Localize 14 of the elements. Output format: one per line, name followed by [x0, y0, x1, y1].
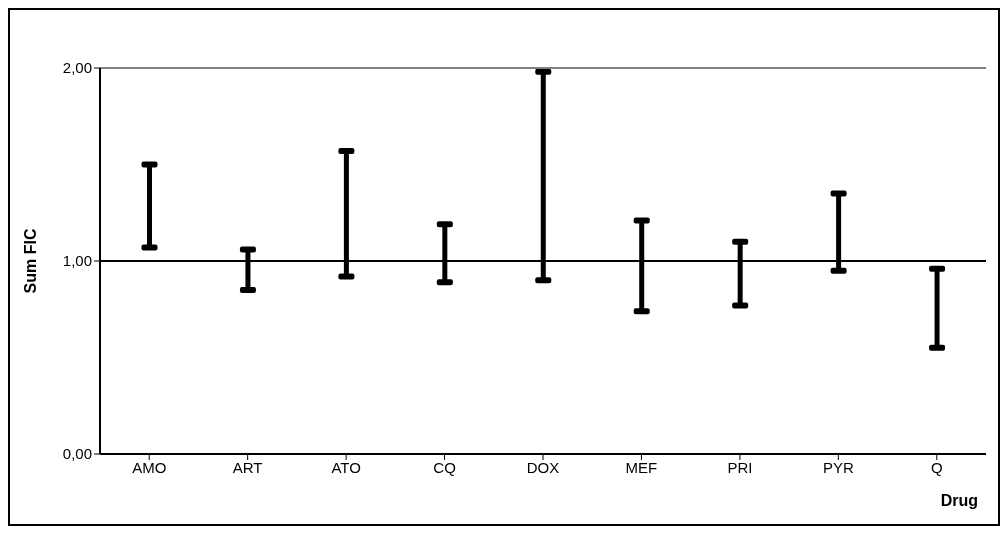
x-tick-label: ATO: [331, 458, 361, 476]
y-axis-title: Sum FIC: [21, 228, 39, 294]
x-tick-label: CQ: [433, 458, 456, 476]
x-tick-label: MEF: [625, 458, 658, 476]
x-tick-label: Q: [930, 458, 943, 476]
y-tick-label: 1,00: [62, 252, 92, 270]
x-tick-label: DOX: [526, 458, 560, 476]
x-tick-label: PYR: [822, 458, 854, 476]
x-tick-label: PRI: [727, 458, 753, 476]
y-tick-label: 2,00: [62, 59, 92, 77]
x-tick-label: ART: [232, 458, 263, 476]
x-axis-title: Drug: [940, 492, 978, 509]
y-tick-label: 0,00: [62, 445, 92, 463]
x-tick-label: AMO: [132, 458, 167, 476]
